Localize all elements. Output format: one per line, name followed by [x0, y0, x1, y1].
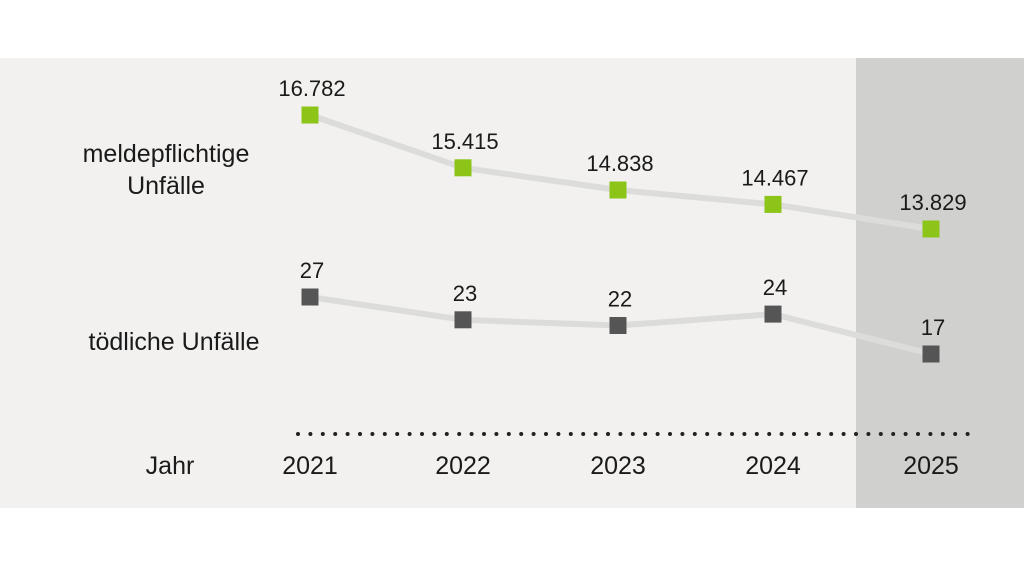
axis-dot [581, 432, 586, 436]
axis-dot [730, 432, 734, 436]
axis-dot [382, 432, 387, 436]
axis-dot [965, 432, 970, 436]
axis-dot [668, 432, 672, 436]
highlight-column-2025 [856, 58, 1024, 508]
axis-dot [630, 432, 635, 436]
axis-dot [432, 432, 437, 436]
axis-dot [531, 432, 536, 436]
axis-dot [308, 432, 313, 436]
axis-dot [779, 432, 784, 436]
axis-dot [829, 432, 834, 436]
year-label-2022: 2022 [435, 452, 491, 480]
axis-dot [866, 432, 871, 436]
axis-dot [618, 432, 623, 436]
axis-dot [804, 432, 809, 436]
axis-dot [767, 432, 772, 436]
value-label-0-2024: 14.467 [741, 165, 808, 190]
axis-dot [940, 432, 945, 436]
axis-dot [420, 432, 424, 436]
axis-dot [841, 432, 846, 436]
axis-dot [606, 432, 610, 436]
value-label-0-2023: 14.838 [586, 151, 653, 176]
axis-dot [482, 432, 486, 436]
year-label-2021: 2021 [282, 452, 338, 480]
axis-dot [692, 432, 697, 436]
axis-dot [556, 432, 561, 436]
axis-dot [358, 432, 362, 436]
axis-dot [407, 432, 412, 436]
value-label-1-2024: 24 [763, 275, 787, 300]
axis-dot [928, 432, 933, 436]
axis-dot [506, 432, 511, 436]
data-marker-1-2022 [454, 311, 472, 329]
axis-dot [395, 432, 400, 436]
data-marker-0-2025 [922, 220, 940, 238]
axis-dot [519, 432, 524, 436]
data-marker-0-2023 [609, 181, 627, 199]
value-label-0-2025: 13.829 [899, 190, 966, 215]
axis-dot [568, 432, 573, 436]
value-label-1-2023: 22 [608, 287, 632, 312]
value-label-0-2021: 16.782 [278, 76, 345, 101]
data-marker-0-2021 [301, 106, 319, 124]
axis-dot [903, 432, 908, 436]
dotted-axis-line [296, 432, 970, 436]
year-label-2023: 2023 [590, 452, 646, 480]
data-marker-0-2022 [454, 159, 472, 177]
data-marker-1-2024 [764, 305, 782, 323]
axis-dot [296, 432, 300, 436]
axis-dot [680, 432, 685, 436]
axis-dot [742, 432, 747, 436]
value-label-0-2022: 15.415 [431, 129, 498, 154]
axis-dot [333, 432, 338, 436]
value-label-1-2022: 23 [453, 281, 477, 306]
axis-dot [754, 432, 759, 436]
value-labels: 16.782 15.415 14.838 14.467 13.829 27 23 22 24 17 [278, 76, 966, 340]
series-label-reportable-accidents-line1: meldepflichtige [83, 140, 250, 168]
axis-dot [494, 432, 499, 436]
axis-dot [878, 432, 883, 436]
axis-dot [544, 432, 548, 436]
year-label-2025: 2025 [903, 452, 959, 480]
axis-dot [717, 432, 722, 436]
series-label-fatal-accidents: tödliche Unfälle [89, 328, 260, 356]
data-marker-1-2023 [609, 317, 627, 334]
x-axis-label: Jahr [146, 452, 195, 480]
data-marker-1-2025 [922, 345, 940, 363]
value-label-1-2021: 27 [300, 258, 324, 283]
axis-dot [444, 432, 449, 436]
data-marker-0-2024 [764, 195, 782, 213]
axis-dot [705, 432, 710, 436]
axis-dot [370, 432, 375, 436]
axis-dot [593, 432, 598, 436]
series-label-reportable-accidents-line2: Unfälle [127, 172, 205, 200]
axis-dot [916, 432, 920, 436]
year-tick-labels: 2021 2022 2023 2024 2025 [282, 452, 959, 480]
axis-dot [469, 432, 474, 436]
axis-dot [816, 432, 821, 436]
axis-dot [854, 432, 858, 436]
axis-dot [655, 432, 660, 436]
data-markers [301, 106, 940, 363]
axis-dot [457, 432, 462, 436]
data-marker-1-2021 [301, 288, 319, 306]
value-label-1-2025: 17 [921, 315, 945, 340]
axis-dot [320, 432, 325, 436]
chart-panel-background [0, 58, 1024, 508]
axis-dot [891, 432, 896, 436]
year-label-2024: 2024 [745, 452, 801, 480]
axis-dot [345, 432, 350, 436]
axis-dot [792, 432, 796, 436]
axis-dot [643, 432, 648, 436]
axis-dot [953, 432, 958, 436]
